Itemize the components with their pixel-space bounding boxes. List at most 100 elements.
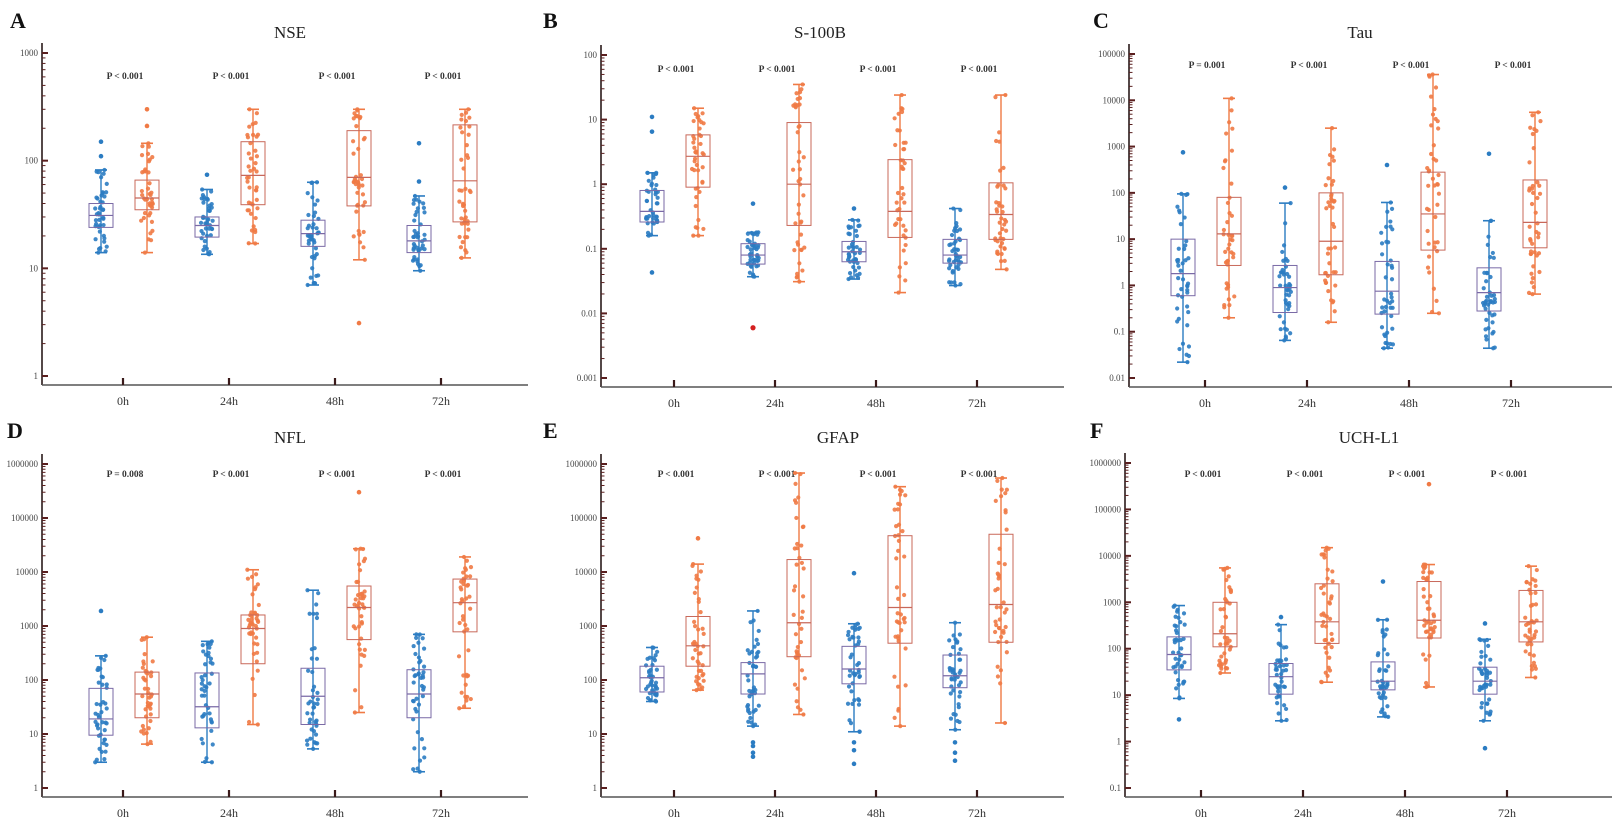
data-point bbox=[1333, 283, 1338, 288]
data-point bbox=[1527, 186, 1532, 191]
data-point bbox=[1232, 294, 1237, 299]
data-point bbox=[209, 189, 214, 194]
data-point bbox=[1487, 670, 1493, 675]
iqr-box bbox=[942, 238, 968, 264]
data-point bbox=[792, 682, 798, 687]
data-point bbox=[849, 689, 854, 694]
box-group2-72h bbox=[988, 475, 1014, 726]
data-point bbox=[1326, 176, 1331, 181]
data-point bbox=[1327, 655, 1332, 660]
data-point bbox=[747, 270, 753, 275]
data-point bbox=[895, 611, 900, 616]
data-point bbox=[351, 116, 356, 121]
data-point bbox=[354, 209, 359, 214]
data-point bbox=[359, 619, 364, 625]
data-point bbox=[995, 239, 1000, 244]
data-point bbox=[314, 615, 320, 621]
data-point bbox=[1224, 131, 1229, 136]
p-value-label: P < 0.001 bbox=[213, 470, 250, 480]
data-point bbox=[654, 201, 659, 206]
data-point bbox=[1389, 265, 1395, 270]
data-point bbox=[957, 632, 962, 637]
iqr-box bbox=[685, 134, 711, 188]
data-point bbox=[459, 587, 464, 592]
data-point bbox=[460, 614, 466, 619]
x-tick-label: 72h bbox=[968, 396, 986, 410]
data-point bbox=[422, 210, 427, 215]
iqr-box bbox=[346, 130, 372, 207]
data-point bbox=[1533, 590, 1538, 595]
y-tick-label: 1 bbox=[1121, 280, 1126, 290]
data-point bbox=[1379, 241, 1385, 246]
p-value-label: P < 0.001 bbox=[1389, 470, 1426, 480]
data-point bbox=[892, 222, 898, 227]
data-point bbox=[248, 211, 254, 216]
data-point bbox=[96, 680, 101, 685]
iqr-box bbox=[1370, 661, 1396, 691]
data-point bbox=[140, 192, 145, 198]
data-point bbox=[995, 249, 1000, 254]
data-point bbox=[362, 589, 367, 594]
data-point bbox=[994, 605, 999, 610]
data-point bbox=[846, 231, 851, 236]
data-point bbox=[1524, 579, 1529, 585]
data-point bbox=[794, 562, 799, 567]
iqr-box bbox=[1166, 636, 1192, 671]
data-point bbox=[457, 199, 462, 204]
data-point bbox=[745, 244, 750, 250]
data-point bbox=[1325, 251, 1331, 256]
data-point bbox=[958, 680, 963, 685]
data-point bbox=[208, 233, 213, 238]
data-point bbox=[308, 275, 313, 280]
data-point bbox=[199, 674, 204, 680]
data-point bbox=[101, 700, 106, 705]
data-point bbox=[1382, 309, 1387, 314]
data-point bbox=[1535, 195, 1540, 201]
data-point bbox=[1186, 344, 1192, 349]
data-point bbox=[1478, 661, 1483, 666]
box-group1-72h bbox=[406, 140, 432, 273]
data-point bbox=[895, 128, 900, 133]
data-point bbox=[894, 556, 899, 561]
data-point bbox=[253, 227, 258, 233]
data-point bbox=[1002, 610, 1007, 615]
iqr-box bbox=[1212, 601, 1238, 648]
data-point bbox=[902, 592, 907, 598]
data-point bbox=[1229, 148, 1235, 153]
data-point bbox=[1002, 217, 1008, 223]
data-point bbox=[1003, 510, 1008, 515]
data-point bbox=[746, 719, 751, 724]
y-tick-label: 10 bbox=[588, 115, 598, 125]
data-point bbox=[950, 667, 955, 672]
data-point bbox=[1182, 622, 1187, 627]
data-point bbox=[691, 140, 696, 145]
data-point bbox=[1426, 254, 1432, 259]
data-point bbox=[460, 201, 466, 206]
data-point bbox=[1181, 611, 1187, 616]
box-group1-0h bbox=[639, 645, 665, 704]
data-point bbox=[856, 670, 861, 675]
data-point bbox=[247, 124, 252, 129]
data-point bbox=[103, 749, 108, 754]
data-point bbox=[1001, 628, 1006, 633]
data-point bbox=[245, 576, 251, 581]
data-point bbox=[894, 524, 899, 529]
data-point bbox=[1477, 687, 1482, 693]
data-point bbox=[900, 185, 905, 191]
data-point bbox=[1435, 202, 1440, 207]
outlier-point bbox=[851, 740, 857, 745]
data-point bbox=[791, 612, 796, 617]
data-point bbox=[1175, 204, 1180, 209]
box-group1-0h bbox=[1170, 150, 1196, 365]
data-point bbox=[101, 233, 106, 238]
data-point bbox=[701, 672, 706, 677]
data-point bbox=[361, 245, 366, 250]
data-point bbox=[1488, 682, 1493, 687]
data-point bbox=[748, 247, 753, 252]
data-point bbox=[753, 707, 758, 713]
data-point bbox=[846, 245, 851, 250]
p-value-label: P < 0.001 bbox=[860, 65, 897, 75]
x-tick-label: 0h bbox=[1199, 396, 1211, 410]
data-point bbox=[199, 693, 205, 698]
data-point bbox=[458, 245, 464, 250]
